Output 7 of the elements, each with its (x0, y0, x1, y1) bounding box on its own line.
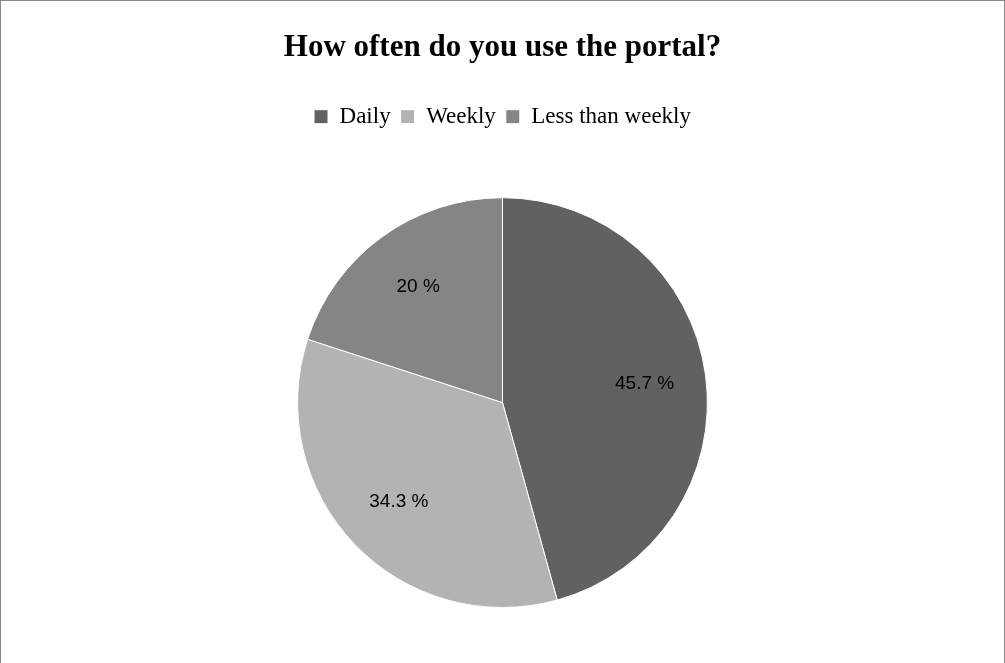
legend-label: Weekly (426, 102, 497, 128)
legend-label: Daily (339, 102, 392, 128)
legend-label: Less than weekly (531, 102, 692, 128)
data-label: 45.7 % (615, 371, 675, 393)
data-label: 20 % (396, 274, 440, 296)
data-label: 34.3 % (369, 490, 429, 511)
chart-title: How often do you use the portal? (283, 27, 722, 63)
